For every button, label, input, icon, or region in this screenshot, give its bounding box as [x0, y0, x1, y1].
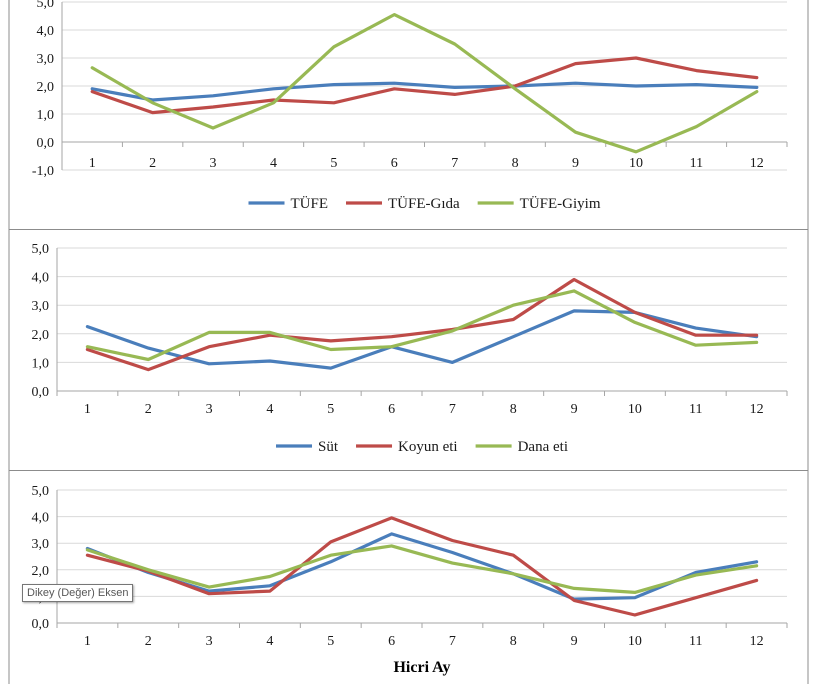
legend-label: Süt: [318, 439, 339, 455]
y-tick-label: 5,0: [32, 242, 50, 257]
x-axis-title: Hicri Ay: [393, 659, 450, 676]
x-tick-label: 2: [149, 156, 156, 171]
x-tick-label: 5: [327, 634, 334, 649]
series-line-series-3[interactable]: [85, 544, 759, 595]
x-tick-label: 3: [206, 402, 213, 417]
x-tick-label: 8: [512, 156, 519, 171]
chart-panel-1: -1,00,01,02,03,04,05,01 2 3 4 5 6 7 8 9 10 11 12TÜF…: [32, 0, 788, 212]
y-tick-label: 5,0: [32, 484, 50, 499]
series-line-dana-eti[interactable]: [85, 289, 759, 362]
y-tick-label: 1,0: [32, 356, 50, 371]
x-tick-label: 4: [270, 156, 277, 171]
y-tick-label: 2,0: [32, 328, 50, 343]
x-tick-label: 10: [629, 156, 643, 171]
x-tick-label: 12: [750, 156, 764, 171]
x-tick-label: 6: [388, 402, 395, 417]
series-line-tüfe-giyim[interactable]: [90, 13, 759, 154]
y-tick-label: 0,0: [32, 617, 50, 632]
x-tick-label: 9: [571, 634, 578, 649]
legend: Süt Koyun eti Dana eti: [276, 439, 568, 455]
series-line-tüfe-gıda[interactable]: [90, 56, 759, 115]
legend-label: Dana eti: [518, 439, 568, 455]
x-tick-label: 3: [206, 634, 213, 649]
x-tick-label: 7: [451, 156, 458, 171]
x-tick-label: 12: [750, 402, 764, 417]
legend-label: TÜFE-Gıda: [388, 195, 460, 212]
x-tick-label: 7: [449, 402, 456, 417]
y-tick-label: -1,0: [32, 164, 54, 179]
x-tick-label: 10: [628, 402, 642, 417]
x-tick-label: 9: [572, 156, 579, 171]
x-tick-label: 5: [330, 156, 337, 171]
x-tick-label: 12: [750, 634, 764, 649]
series-line-tüfe[interactable]: [90, 81, 759, 102]
y-tick-label: 0,0: [37, 136, 55, 151]
x-tick-label: 5: [327, 402, 334, 417]
x-tick-label: 2: [145, 402, 152, 417]
x-tick-label: 7: [449, 634, 456, 649]
y-tick-label: 2,0: [37, 80, 55, 95]
x-tick-label: 11: [689, 634, 702, 649]
y-tick-label: 4,0: [32, 271, 50, 286]
x-tick-label: 6: [391, 156, 398, 171]
series-line-koyun-eti[interactable]: [85, 277, 759, 372]
x-tick-label: 4: [266, 402, 273, 417]
y-tick-label: 0,0: [32, 385, 50, 400]
legend-label: Koyun eti: [398, 439, 458, 455]
legend-label: TÜFE-Giyim: [520, 195, 601, 212]
x-tick-label: 10: [628, 634, 642, 649]
y-tick-label: 2,0: [32, 564, 50, 579]
x-tick-label: 1: [89, 156, 96, 171]
legend-label: TÜFE: [291, 195, 329, 212]
legend: TÜFE TÜFE-Gıda TÜFE-Giyim: [248, 195, 601, 212]
x-tick-label: 6: [388, 634, 395, 649]
x-tick-label: 8: [510, 402, 517, 417]
y-tick-label: 4,0: [32, 511, 50, 526]
y-tick-label: 1,0: [37, 108, 55, 123]
y-tick-label: 3,0: [37, 52, 55, 67]
axis-tooltip: Dikey (Değer) Eksen: [22, 584, 134, 602]
x-tick-label: 1: [84, 402, 91, 417]
series-line-series-2[interactable]: [85, 516, 759, 617]
y-tick-label: 4,0: [37, 24, 55, 39]
x-tick-label: 8: [510, 634, 517, 649]
x-tick-label: 9: [571, 402, 578, 417]
y-tick-label: 3,0: [32, 537, 50, 552]
series-line-series-1[interactable]: [85, 532, 759, 601]
x-tick-label: 11: [690, 156, 703, 171]
x-tick-label: 3: [210, 156, 217, 171]
y-tick-label: 5,0: [37, 0, 55, 11]
x-tick-label: 1: [84, 634, 91, 649]
x-tick-label: 2: [145, 634, 152, 649]
y-tick-label: 3,0: [32, 299, 50, 314]
x-tick-label: 4: [266, 634, 273, 649]
x-tick-label: 11: [689, 402, 702, 417]
